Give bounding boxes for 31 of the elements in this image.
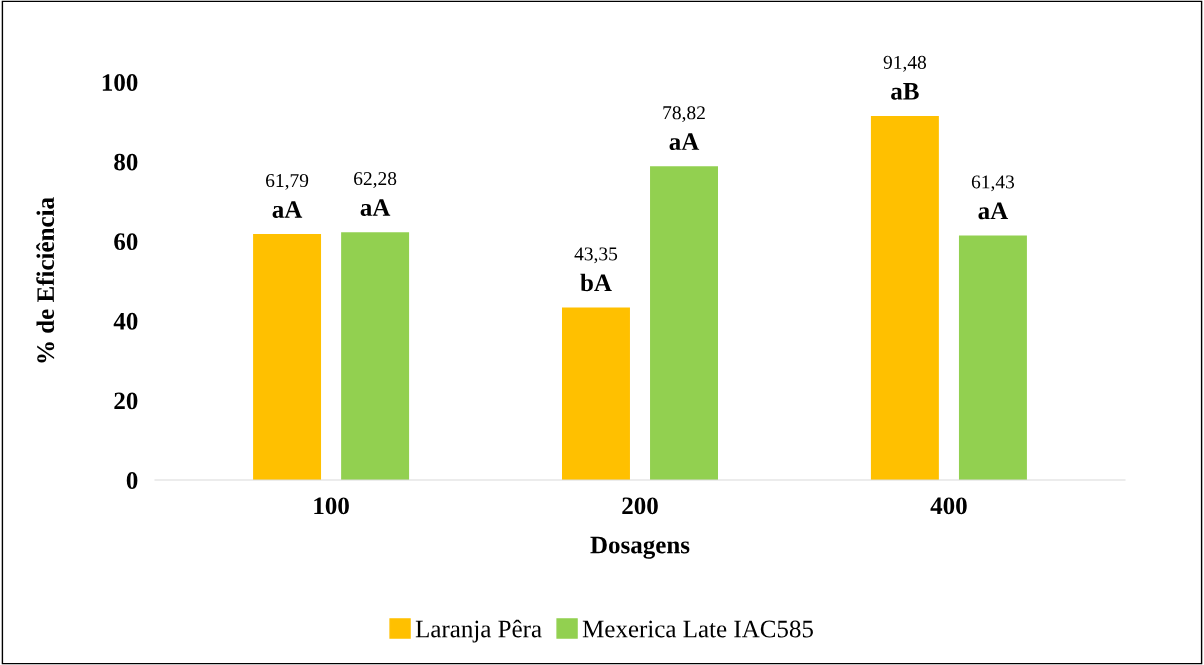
y-tick-label: 20 (114, 392, 138, 410)
x-axis-title: Dosagens (590, 536, 690, 559)
y-tick-label: 100 (102, 74, 138, 91)
bar (870, 115, 939, 480)
y-tick-label: 40 (113, 312, 138, 330)
x-tick-label: 100 (314, 497, 349, 515)
data-label: 61,43 (971, 175, 1015, 192)
y-axis-title: % de Eficiência (36, 197, 55, 363)
data-label: 91,48 (883, 55, 927, 72)
annotation: aB (891, 83, 919, 100)
y-tick-label: 0 (126, 472, 138, 489)
annotation: aA (978, 202, 1009, 220)
data-label: 61,79 (266, 174, 309, 190)
data-label: 62,28 (354, 172, 397, 188)
data-label: 43,35 (574, 247, 618, 264)
annotation: bA (580, 273, 612, 292)
bar (253, 234, 322, 480)
annotation: aA (669, 133, 700, 151)
legend-label: Laranja Pêra (415, 619, 542, 643)
legend-label: Mexerica Late IAC585 (582, 620, 813, 638)
y-tick-label: 60 (114, 233, 138, 251)
annotation: aA (360, 199, 391, 216)
bar (958, 235, 1027, 480)
x-tick-label: 400 (930, 497, 967, 515)
bar (341, 232, 410, 480)
data-label: 78,82 (663, 106, 705, 123)
bar (562, 307, 630, 480)
x-tick-label: 200 (622, 497, 658, 515)
y-tick-label: 80 (114, 153, 138, 171)
annotation: aA (272, 201, 303, 218)
bar (650, 166, 718, 480)
